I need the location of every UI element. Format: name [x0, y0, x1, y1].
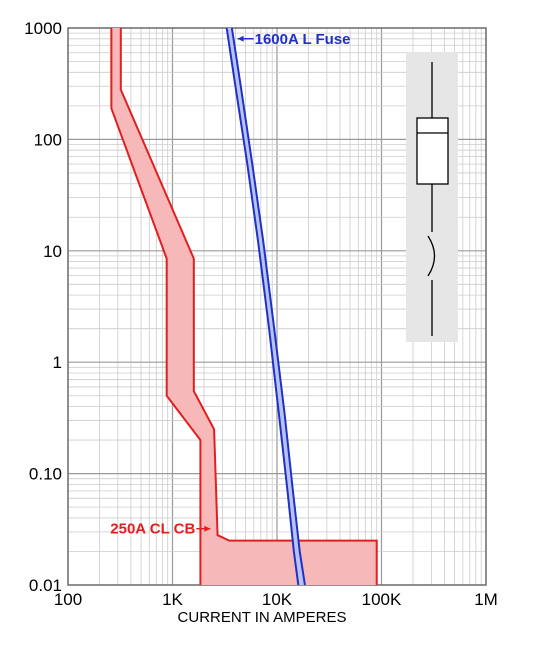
y-tick-label: 0.01	[29, 576, 62, 595]
y-tick-label: 100	[34, 130, 62, 149]
y-tick-label: 0.10	[29, 465, 62, 484]
x-tick-label: 10K	[262, 590, 293, 609]
y-tick-label: 1000	[24, 19, 62, 38]
labels-layer: 1600A L Fuse 250A CL CB	[110, 31, 350, 538]
one-line-diagram-inset	[406, 52, 458, 342]
series-min-curve	[225, 27, 300, 586]
x-tick-label: 1K	[162, 590, 183, 609]
series-band	[226, 28, 305, 585]
series-min-curve	[110, 28, 202, 585]
x-axis-title: CURRENT IN AMPERES	[178, 609, 347, 626]
y-tick-label: 10	[43, 242, 62, 261]
x-tick-label: 100	[54, 590, 82, 609]
series-layer	[110, 27, 378, 586]
series-max-curve	[119, 28, 378, 585]
annotation-arrowhead	[204, 525, 211, 532]
annotation-arrowhead	[237, 35, 244, 42]
x-tick-label: 1M	[474, 590, 498, 609]
breaker-icon	[427, 235, 436, 277]
series-0	[110, 28, 378, 585]
annotation-0: 1600A L Fuse	[237, 31, 351, 48]
x-tick-label: 100K	[362, 590, 402, 609]
fuse-icon	[416, 117, 449, 185]
y-tick-label: 1	[53, 353, 62, 372]
tick-labels: 100 1K 10K 100K 1M 1000 100 10 1 0.10 0.01	[24, 19, 498, 609]
series-max-curve	[230, 27, 306, 586]
annotation-label: 1600A L Fuse	[255, 31, 351, 48]
annotation-label: 250A CL CB	[110, 521, 195, 538]
series-1	[225, 27, 306, 586]
annotation-1: 250A CL CB	[110, 521, 211, 538]
